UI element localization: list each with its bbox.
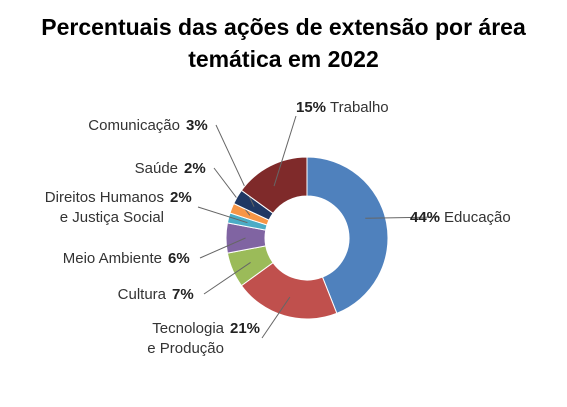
category-label-saude: Saúde [135, 160, 178, 177]
pct-label-meio-ambiente: 6% [168, 250, 190, 267]
pct-label-trabalho: 15% [296, 99, 326, 116]
pct-label-saude: 2% [184, 160, 206, 177]
pct-label-cultura: 7% [172, 286, 194, 303]
pct-label-direitos-humanos-e-justica-social: 2% [170, 189, 192, 206]
category-label-tecnologia-e-producao-line-2: e Produção [147, 340, 224, 357]
chart-title-line-1: Percentuais das ações de extensão por ár… [41, 14, 526, 40]
category-label-comunicacao: Comunicação [88, 117, 180, 134]
leader-line-cultura [203, 262, 251, 295]
category-label-direitos-humanos-e-justica-social-line-1: Direitos Humanos [45, 189, 164, 206]
category-label-tecnologia-e-producao-line-1: Tecnologia [152, 320, 224, 337]
leader-line-educacao [365, 216, 439, 219]
pct-label-comunicacao: 3% [186, 117, 208, 134]
category-label-cultura: Cultura [118, 286, 167, 303]
chart-title-line-2: temática em 2022 [188, 46, 379, 72]
slice-educacao [306, 156, 389, 314]
leader-line-direitos-humanos-e-justica-social [197, 206, 248, 224]
leader-line-trabalho [273, 115, 297, 187]
category-label-educacao: Educação [444, 209, 511, 226]
leader-line-meio-ambiente [199, 237, 246, 259]
category-label-meio-ambiente: Meio Ambiente [63, 250, 162, 267]
pct-label-educacao: 44% [410, 209, 440, 226]
category-label-trabalho: Trabalho [330, 99, 389, 116]
leader-line-tecnologia-e-producao [261, 296, 291, 339]
category-label-direitos-humanos-e-justica-social-line-2: e Justiça Social [60, 209, 164, 226]
pct-label-tecnologia-e-producao: 21% [230, 320, 260, 337]
